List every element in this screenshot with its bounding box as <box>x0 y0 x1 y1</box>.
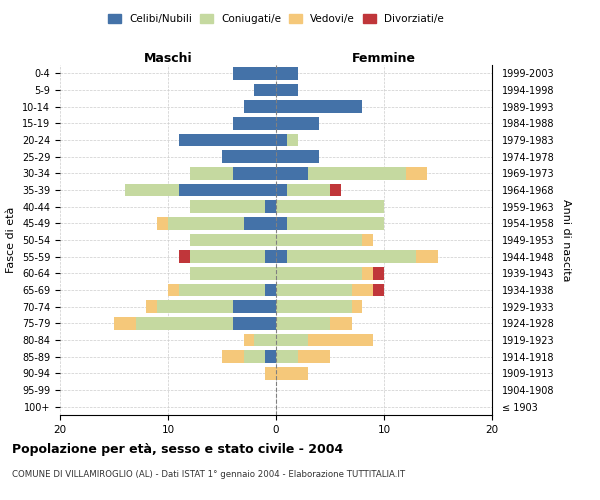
Bar <box>308 167 406 179</box>
Bar <box>233 317 276 330</box>
Bar <box>276 184 287 196</box>
Bar <box>265 200 276 213</box>
Bar <box>406 167 427 179</box>
Bar <box>222 350 244 363</box>
Bar <box>276 67 298 80</box>
Bar <box>276 250 287 263</box>
Bar <box>168 284 179 296</box>
Bar <box>190 200 265 213</box>
Bar <box>330 184 341 196</box>
Bar <box>276 134 287 146</box>
Bar <box>276 217 287 230</box>
Bar <box>362 267 373 280</box>
Bar <box>233 167 276 179</box>
Bar <box>254 334 276 346</box>
Bar <box>276 267 362 280</box>
Bar <box>276 300 352 313</box>
Text: COMUNE DI VILLAMIROGLIO (AL) - Dati ISTAT 1° gennaio 2004 - Elaborazione TUTTITA: COMUNE DI VILLAMIROGLIO (AL) - Dati ISTA… <box>12 470 405 479</box>
Text: Popolazione per età, sesso e stato civile - 2004: Popolazione per età, sesso e stato civil… <box>12 442 343 456</box>
Bar <box>179 184 276 196</box>
Bar <box>190 267 276 280</box>
Bar <box>244 334 254 346</box>
Bar <box>352 284 373 296</box>
Bar <box>190 234 276 246</box>
Bar <box>276 334 308 346</box>
Y-axis label: Fasce di età: Fasce di età <box>7 207 16 273</box>
Bar <box>276 167 308 179</box>
Bar <box>168 217 244 230</box>
Bar <box>244 100 276 113</box>
Bar <box>265 250 276 263</box>
Bar <box>190 167 233 179</box>
Bar <box>157 300 233 313</box>
Bar <box>265 350 276 363</box>
Bar <box>352 300 362 313</box>
Bar <box>276 317 330 330</box>
Bar <box>244 350 265 363</box>
Bar <box>157 217 168 230</box>
Legend: Celibi/Nubili, Coniugati/e, Vedovi/e, Divorziati/e: Celibi/Nubili, Coniugati/e, Vedovi/e, Di… <box>104 10 448 29</box>
Bar <box>276 84 298 96</box>
Bar <box>233 67 276 80</box>
Bar <box>254 84 276 96</box>
Bar <box>276 117 319 130</box>
Bar <box>298 350 330 363</box>
Bar <box>125 184 179 196</box>
Bar <box>276 367 308 380</box>
Bar <box>233 117 276 130</box>
Bar <box>136 317 233 330</box>
Bar <box>276 234 362 246</box>
Bar <box>244 217 276 230</box>
Bar <box>308 334 373 346</box>
Bar <box>287 184 330 196</box>
Bar <box>276 150 319 163</box>
Bar <box>287 134 298 146</box>
Bar <box>287 217 384 230</box>
Bar <box>265 367 276 380</box>
Bar <box>190 250 265 263</box>
Bar <box>179 284 265 296</box>
Y-axis label: Anni di nascita: Anni di nascita <box>561 198 571 281</box>
Bar <box>416 250 438 263</box>
Bar <box>179 250 190 263</box>
Text: Maschi: Maschi <box>143 52 193 65</box>
Bar <box>146 300 157 313</box>
Bar <box>265 284 276 296</box>
Bar <box>276 100 362 113</box>
Bar <box>222 150 276 163</box>
Bar <box>287 250 416 263</box>
Bar <box>330 317 352 330</box>
Bar <box>362 234 373 246</box>
Bar <box>114 317 136 330</box>
Bar <box>233 300 276 313</box>
Bar <box>373 267 384 280</box>
Bar <box>276 350 298 363</box>
Text: Femmine: Femmine <box>352 52 416 65</box>
Bar <box>276 200 384 213</box>
Bar <box>373 284 384 296</box>
Bar <box>276 284 352 296</box>
Bar <box>179 134 276 146</box>
